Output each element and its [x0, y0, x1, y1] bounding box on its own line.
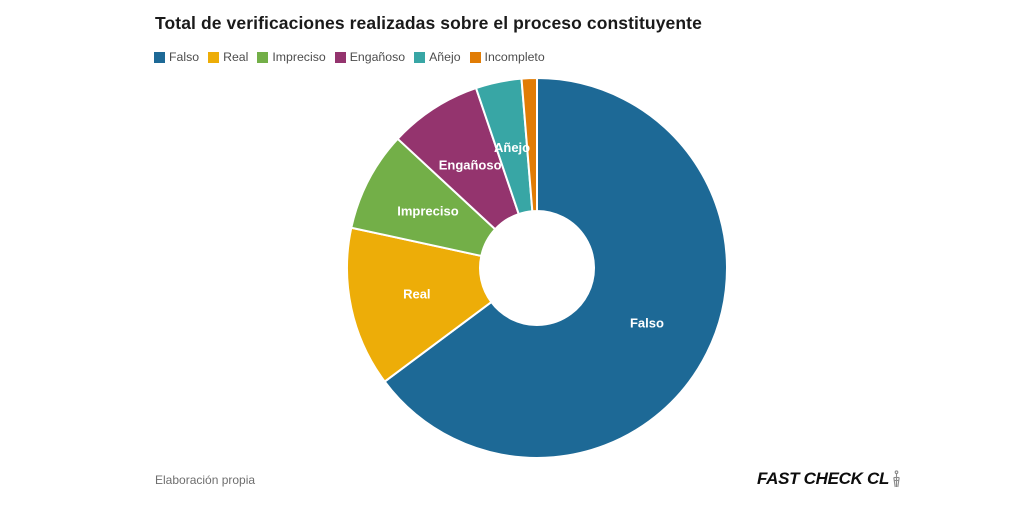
legend-label: Real — [223, 50, 249, 64]
pie-slice-falso[interactable] — [383, 77, 728, 459]
legend-swatch-real-icon — [208, 51, 220, 63]
chart-title: Total de verificaciones realizadas sobre… — [155, 13, 702, 33]
legend-item-real: Real — [208, 51, 248, 63]
legend-swatch-impreciso-icon — [257, 51, 269, 63]
legend-item-impreciso: Impreciso — [257, 50, 326, 64]
fast-check-logo-text: FAST CHECK CL — [757, 469, 890, 488]
legend: Falso Real Impreciso Engañoso Añejo Inco… — [154, 51, 545, 63]
slice-label-impreciso: Impreciso — [397, 204, 458, 219]
slice-label-falso: Falso — [630, 316, 664, 331]
donut-chart: Falso Real Impreciso Engañoso Añejo — [346, 76, 728, 459]
legend-label: Añejo — [429, 50, 461, 64]
legend-item-anejo: Añejo — [414, 50, 461, 64]
legend-label: Incompleto — [484, 50, 545, 64]
source-note: Elaboración propia — [155, 473, 256, 487]
fast-check-logo-mark-icon — [893, 470, 900, 488]
legend-swatch-enganoso-icon — [334, 51, 346, 63]
slice-label-anejo: Añejo — [494, 140, 530, 155]
slice-label-real: Real — [403, 287, 430, 302]
legend-swatch-anejo-icon — [414, 51, 426, 63]
legend-label: Falso — [169, 50, 200, 64]
legend-label: Engañoso — [349, 50, 406, 64]
legend-item-incompleto: Incompleto — [469, 50, 545, 64]
legend-swatch-incompleto-icon — [469, 51, 481, 63]
legend-item-falso: Falso — [154, 51, 199, 63]
slice-label-enganoso: Engañoso — [439, 157, 502, 172]
pie-slice-incompleto[interactable] — [520, 76, 538, 213]
legend-label: Impreciso — [272, 50, 326, 64]
fast-check-logo: FAST CHECK CL — [757, 469, 901, 489]
pie-slice-real[interactable] — [346, 226, 493, 383]
legend-item-enganoso: Engañoso — [334, 50, 406, 64]
legend-swatch-falso-icon — [154, 51, 165, 63]
